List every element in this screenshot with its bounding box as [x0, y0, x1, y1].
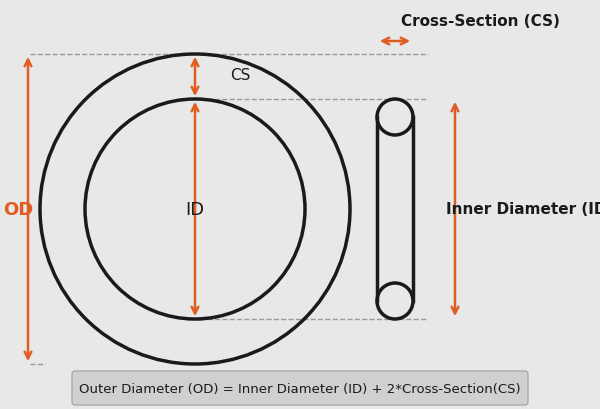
- Text: Cross-Section (CS): Cross-Section (CS): [401, 14, 559, 29]
- Text: Inner Diameter (ID): Inner Diameter (ID): [446, 202, 600, 217]
- Text: Outer Diameter (OD) = Inner Diameter (ID) + 2*Cross-Section(CS): Outer Diameter (OD) = Inner Diameter (ID…: [79, 382, 521, 396]
- Text: ID: ID: [185, 200, 205, 218]
- FancyBboxPatch shape: [72, 371, 528, 405]
- Text: OD: OD: [3, 200, 33, 218]
- Text: CS: CS: [230, 67, 250, 82]
